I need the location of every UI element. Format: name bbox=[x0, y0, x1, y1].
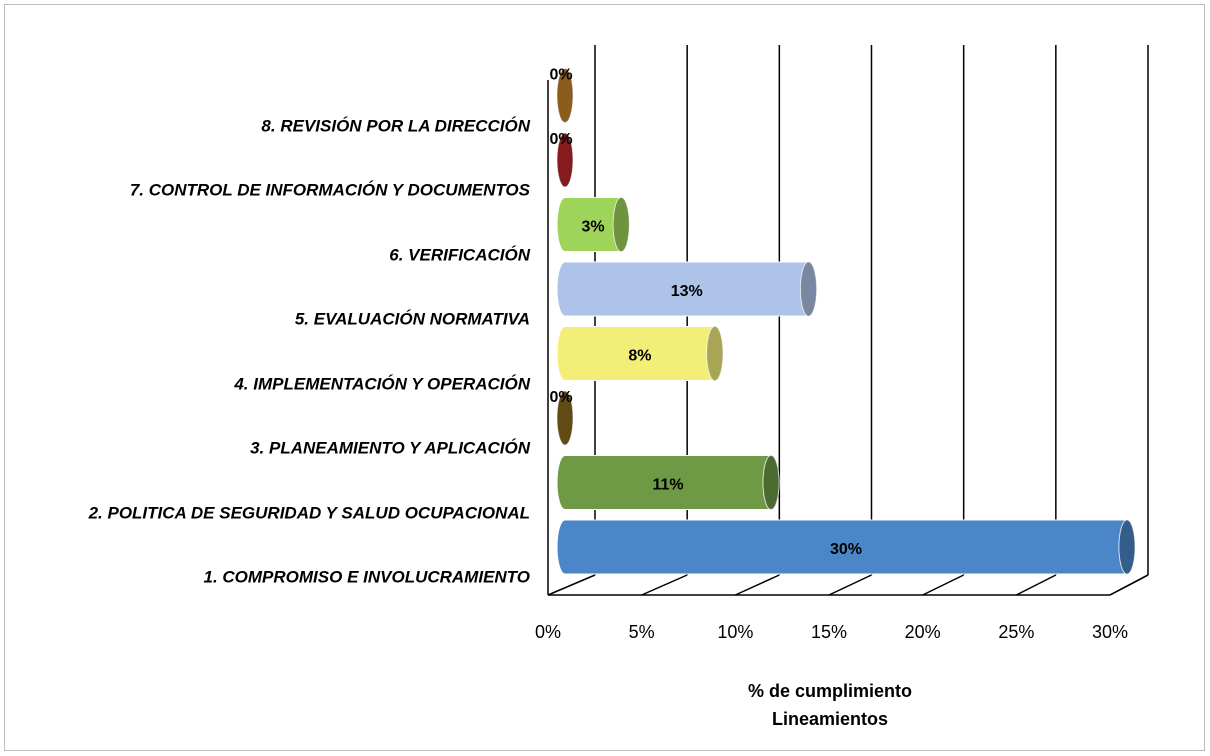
value-label: 0% bbox=[549, 131, 572, 148]
value-label: 11% bbox=[652, 477, 683, 494]
bar bbox=[556, 132, 574, 188]
value-label: 13% bbox=[671, 283, 703, 300]
bar-cap-shade bbox=[763, 455, 780, 510]
category-label: 1. COMPROMISO E INVOLUCRAMIENTO bbox=[203, 567, 531, 587]
x-tick-label: 5% bbox=[629, 622, 655, 642]
bar bbox=[556, 326, 724, 381]
bar bbox=[556, 197, 630, 252]
tick-mark bbox=[828, 574, 872, 596]
bar-cap-shade bbox=[706, 326, 723, 381]
bar bbox=[556, 261, 818, 317]
value-label: 3% bbox=[582, 219, 605, 236]
bar-body bbox=[556, 455, 772, 510]
axis-title: % de cumplimiento bbox=[748, 681, 912, 701]
bar-cap-shade bbox=[1119, 520, 1135, 574]
tick-mark bbox=[641, 574, 688, 596]
bar-body bbox=[556, 519, 1128, 575]
category-label: 7. CONTROL DE INFORMACIÓN Y DOCUMENTOS bbox=[129, 180, 530, 200]
x-tick-label: 20% bbox=[905, 622, 941, 642]
category-label: 6. VERIFICACIÓN bbox=[389, 245, 530, 264]
bar-cap-shade bbox=[613, 197, 630, 252]
category-label: 2. POLITICA DE SEGURIDAD Y SALUD OCUPACI… bbox=[88, 503, 530, 522]
value-label: 30% bbox=[830, 541, 862, 558]
x-tick-label: 10% bbox=[717, 622, 753, 642]
bar bbox=[556, 390, 574, 446]
category-label: 8. REVISIÓN POR LA DIRECCIÓN bbox=[261, 116, 530, 135]
bar-cap bbox=[612, 197, 630, 252]
x-tick-label: 25% bbox=[998, 622, 1034, 642]
bar-cap bbox=[556, 132, 574, 188]
bar-body bbox=[556, 197, 622, 252]
x-tick-label: 0% bbox=[535, 622, 561, 642]
bar-cap bbox=[706, 326, 724, 381]
bar-cap bbox=[1118, 519, 1136, 575]
tick-mark bbox=[1015, 574, 1057, 596]
bars: 30% 11% 0% 8% 13% 3% 0% 0% bbox=[549, 67, 1136, 575]
bar-cap bbox=[556, 68, 574, 123]
bar bbox=[556, 68, 574, 123]
bar bbox=[556, 519, 1136, 575]
value-label: 0% bbox=[549, 67, 572, 84]
x-tick-label: 30% bbox=[1092, 622, 1128, 642]
bar bbox=[556, 455, 780, 510]
x-tick-label: 15% bbox=[811, 622, 847, 642]
category-label: 3. PLANEAMIENTO Y APLICACIÓN bbox=[250, 438, 530, 458]
tick-mark bbox=[735, 574, 780, 596]
bar-cap-shade bbox=[557, 133, 573, 187]
axis-title: Lineamientos bbox=[772, 709, 888, 729]
tick-mark bbox=[922, 574, 964, 596]
tick-mark bbox=[1109, 574, 1149, 596]
bar-cap-shade bbox=[557, 391, 573, 445]
tick-mark bbox=[547, 574, 596, 596]
value-label: 0% bbox=[549, 389, 572, 406]
category-label: 5. EVALUACIÓN NORMATIVA bbox=[294, 309, 530, 329]
bar-cap bbox=[800, 261, 818, 317]
bar-body bbox=[556, 326, 716, 381]
grid: 0% 5% 10% 15% 20% 25% 30% bbox=[535, 45, 1149, 642]
value-label: 8% bbox=[628, 348, 651, 365]
category-label: 4. IMPLEMENTACIÓN Y OPERACIÓN bbox=[234, 374, 530, 393]
bar-cap-shade bbox=[800, 262, 817, 316]
bar-cap bbox=[762, 455, 780, 510]
bar-body bbox=[556, 261, 810, 317]
bar-cap-shade bbox=[557, 68, 573, 123]
bar-cap bbox=[556, 390, 574, 446]
